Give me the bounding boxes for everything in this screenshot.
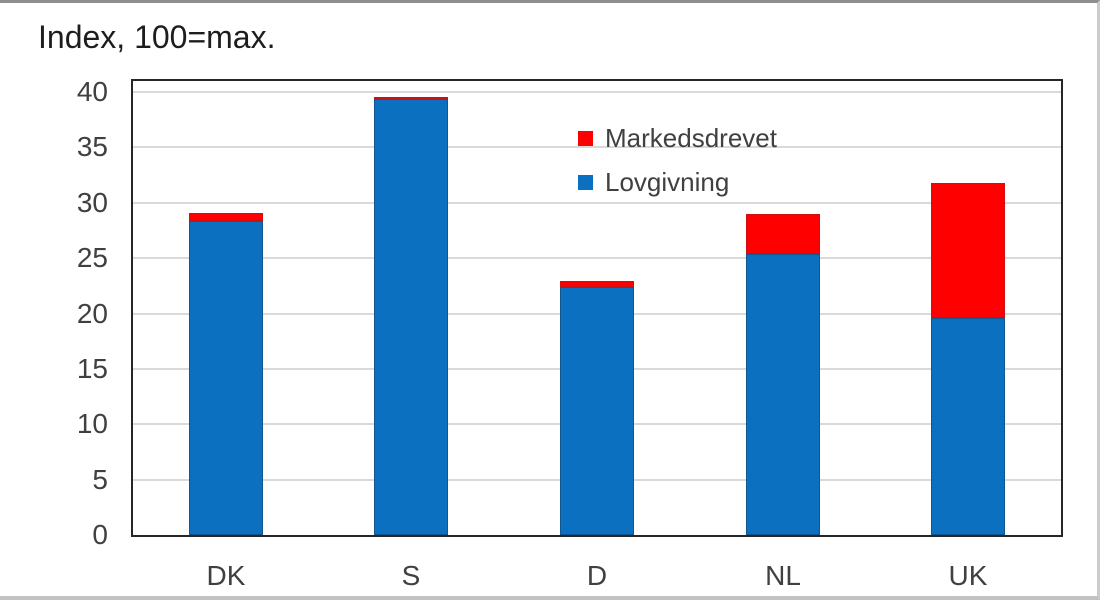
legend-swatch-lovgivning [578, 174, 593, 190]
bar-segment-lovgivning-DK [189, 221, 263, 535]
legend-label: Lovgivning [605, 166, 730, 197]
bar-segment-markedsdrevet-D [560, 281, 634, 287]
plot-area: Markedsdrevet Lovgivning [131, 79, 1063, 537]
bar-UK [931, 183, 1005, 535]
legend: Markedsdrevet Lovgivning [578, 123, 777, 211]
y-tick-label-10: 10 [76, 408, 108, 440]
y-tick-label-0: 0 [92, 519, 108, 550]
bar-D [560, 281, 634, 535]
y-tick-label-30: 30 [76, 186, 108, 218]
bar-segment-lovgivning-NL [746, 254, 820, 535]
bar-NL [746, 214, 820, 535]
gridline-30 [133, 201, 1061, 204]
x-tick-label-DK: DK [206, 560, 246, 591]
bar-S [374, 97, 448, 535]
y-tick-label-15: 15 [76, 352, 108, 384]
chart-title: Index, 100=max. [38, 19, 276, 55]
x-tick-label-S: S [401, 560, 421, 591]
y-tick-label-20: 20 [76, 297, 108, 329]
legend-item-markedsdrevet: Markedsdrevet [578, 123, 777, 153]
legend-swatch-markedsdrevet [578, 130, 593, 146]
x-tick-label-NL: NL [765, 560, 801, 591]
bar-segment-markedsdrevet-DK [189, 213, 263, 221]
legend-label: Markedsdrevet [605, 122, 777, 153]
legend-item-lovgivning: Lovgivning [578, 167, 777, 197]
y-tick-label-35: 35 [76, 131, 108, 163]
bar-segment-lovgivning-UK [931, 318, 1005, 535]
x-tick-label-UK: UK [948, 560, 988, 591]
y-tick-label-25: 25 [76, 242, 108, 274]
bar-segment-markedsdrevet-UK [931, 183, 1005, 318]
bar-segment-lovgivning-D [560, 287, 634, 535]
gridline-25 [133, 257, 1061, 260]
bar-segment-markedsdrevet-NL [746, 214, 820, 254]
y-tick-label-5: 5 [92, 463, 108, 495]
x-tick-label-D: D [586, 560, 608, 591]
y-tick-label-40: 40 [76, 76, 108, 108]
bar-DK [189, 213, 263, 535]
gridline-35 [133, 146, 1061, 149]
bar-segment-lovgivning-S [374, 99, 448, 535]
bar-segment-markedsdrevet-S [374, 97, 448, 99]
gridline-40 [133, 91, 1061, 94]
